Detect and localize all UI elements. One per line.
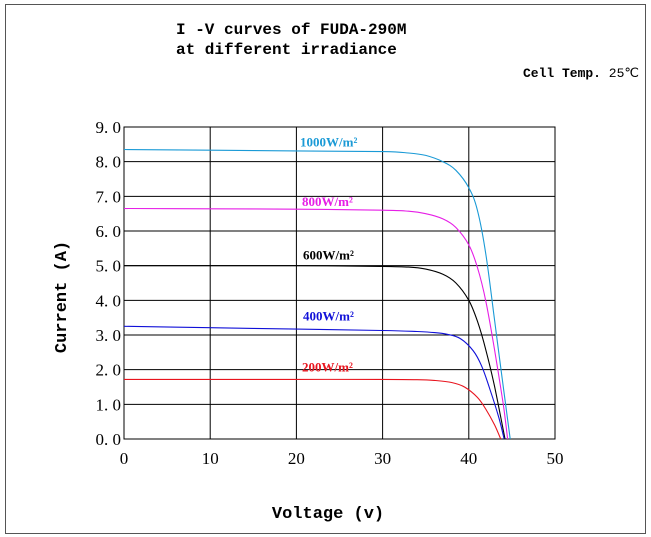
x-tick-label: 30: [374, 449, 391, 468]
series-label: 200W/m²: [302, 359, 353, 374]
y-tick-label: 5. 0: [96, 257, 122, 276]
series-line: [124, 378, 502, 440]
series-label: 400W/m²: [303, 308, 354, 323]
y-tick-label: 4. 0: [96, 291, 122, 310]
x-tick-label: 0: [120, 449, 129, 468]
y-tick-label: 8. 0: [96, 153, 122, 172]
series-line: [123, 207, 509, 440]
x-tick-label: 40: [460, 449, 477, 468]
series-label: 800W/m²: [302, 194, 353, 209]
x-axis-label: Voltage (v): [272, 505, 384, 524]
y-tick-label: 7. 0: [96, 187, 122, 206]
y-tick-label: 1. 0: [96, 395, 122, 414]
series-line: [124, 265, 506, 440]
series-label: 600W/m²: [303, 247, 354, 262]
x-tick-label: 10: [202, 449, 219, 468]
series-labels: 1000W/m² 800W/m² 600W/m² 400W/m² 200W/m²: [300, 135, 357, 375]
series-line: [123, 325, 505, 440]
tick-labels: 0. 0 1. 0 2. 0 3. 0 4. 0 5. 0 6. 0 7. 0 8. 0 9. 0…: [96, 118, 564, 468]
chart-title-line1: I -V curves of FUDA-290M: [176, 21, 407, 39]
series-lines: [123, 148, 511, 440]
series-label: 1000W/m²: [300, 135, 357, 150]
cell-temp-label: Cell Temp. 25℃: [523, 66, 639, 81]
series-line: [123, 148, 511, 440]
cell-temp-value: 25℃: [608, 66, 639, 81]
y-tick-label: 6. 0: [96, 222, 122, 241]
y-tick-label: 2. 0: [96, 361, 122, 380]
y-tick-label: 9. 0: [96, 118, 122, 137]
y-axis-label: Current (A): [53, 241, 72, 353]
y-tick-label: 0. 0: [96, 430, 122, 449]
y-tick-label: 3. 0: [96, 326, 122, 345]
chart-title-line2: at different irradiance: [176, 41, 397, 59]
cell-temp-key: Cell Temp.: [522, 66, 601, 81]
x-tick-label: 20: [288, 449, 305, 468]
chart-frame: [5, 4, 646, 534]
x-tick-label: 50: [547, 449, 564, 468]
